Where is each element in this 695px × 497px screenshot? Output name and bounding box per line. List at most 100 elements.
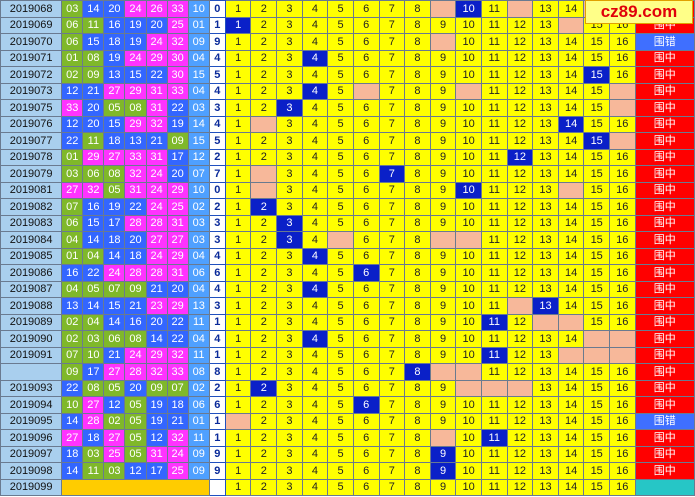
grid-cell: 15 [583,181,610,199]
period: 2019081 [0,181,63,199]
grid-cell: 1 [224,49,252,67]
number: 27 [103,82,126,100]
grid-cell: 8 [404,148,431,166]
grid-cell: 12 [506,363,534,381]
grid-cell: 7 [378,181,406,199]
number: 12 [145,429,168,447]
number: 09 [61,363,84,381]
grid-cell: 9 [429,412,457,430]
row: 2019099 1 2 3 4 5 6 7 8 9 10 11 12 13 14 15 16 [0,478,695,496]
key-digit: 0 [208,181,226,199]
grid-cell: 8 [404,445,431,463]
grid-cell: 4 [301,297,329,315]
number: 25 [103,445,126,463]
number: 18 [82,429,105,447]
grid-cell: 16 [609,478,636,496]
number: 03 [61,0,84,18]
number: 32 [166,33,189,51]
number: 11 [187,346,210,364]
grid-cell: 10 [455,280,482,298]
grid-cell: 2 [250,478,278,496]
grid-cell: 13 [532,82,559,100]
grid-cell: 15 [583,33,610,51]
grid-cell: 13 [532,99,559,117]
grid-cell: 8 [404,412,431,430]
number: 19 [145,412,168,430]
number: 17 [166,148,189,166]
grid-cell: 4 [301,379,329,397]
grid-cell: 11 [480,412,508,430]
number: 04 [82,313,105,331]
grid-cell [532,313,559,331]
row: 2019098 14 11 03 12 17 25 09 9 1 2 3 4 5 6 7 8 9 10 11 12 13 1… [0,462,695,480]
number: 15 [82,33,105,51]
grid-cell: 12 [506,231,534,249]
grid-cell: 16 [609,214,636,232]
grid-cell: 1 [224,198,252,216]
grid-cell [480,379,508,397]
number: 07 [61,198,84,216]
number: 03 [187,231,210,249]
grid-cell: 14 [557,445,585,463]
number: 19 [124,16,147,34]
grid-cell: 9 [429,198,457,216]
result: 围中 [634,429,695,447]
row: 2019087 04 05 07 09 21 20 04 4 1 2 3 4 5 6 7 8 9 10 11 12 13 1… [0,280,695,298]
number: 21 [82,82,105,100]
number: 12 [61,115,84,133]
grid-cell: 4 [301,363,329,381]
grid-cell: 14 [557,478,585,496]
period: 2019071 [0,49,63,67]
number: 29 [166,247,189,265]
number: 10 [187,0,210,18]
number: 31 [145,445,168,463]
grid-cell: 12 [506,165,534,183]
grid-cell: 8 [404,66,431,84]
grid-cell: 13 [532,231,559,249]
grid-cell: 9 [429,280,457,298]
result: 围中 [634,396,695,414]
grid-cell: 10 [455,247,482,265]
number: 29 [145,346,168,364]
grid-cell: 16 [609,49,636,67]
number: 27 [61,429,84,447]
period: 2019082 [0,198,63,216]
grid-cell: 12 [506,313,534,331]
number: 04 [61,231,84,249]
number: 04 [187,82,210,100]
grid-cell: 13 [532,429,559,447]
hit-cell: 11 [480,346,508,364]
key-digit: 3 [208,99,226,117]
grid-cell: 3 [276,264,303,282]
grid-cell: 15 [583,297,610,315]
grid-cell: 15 [583,462,610,480]
grid-cell: 13 [532,16,559,34]
grid-cell: 15 [583,412,610,430]
grid-cell: 11 [480,198,508,216]
key-digit: 5 [208,66,226,84]
grid-cell: 12 [506,99,534,117]
grid-cell: 4 [301,412,329,430]
period: 2019098 [0,462,63,480]
number: 14 [187,115,210,133]
number: 23 [145,297,168,315]
grid-cell: 8 [404,396,431,414]
grid-cell: 14 [557,412,585,430]
number: 05 [124,396,147,414]
grid-cell: 15 [583,264,610,282]
number: 08 [82,49,105,67]
number: 08 [124,99,147,117]
grid-cell: 6 [352,16,380,34]
number: 10 [187,181,210,199]
grid-cell: 16 [609,396,636,414]
grid-cell: 9 [429,115,457,133]
number: 22 [166,330,189,348]
hit-cell: 11 [480,429,508,447]
result: 围中 [634,297,695,315]
grid-cell: 10 [455,198,482,216]
grid-cell: 12 [506,66,534,84]
number: 22 [61,379,84,397]
number: 18 [166,396,189,414]
row: 2019088 13 14 15 21 23 29 13 3 1 2 3 4 5 6 7 8 9 10 11 13 14 1… [0,297,695,315]
grid-cell: 2 [250,231,278,249]
